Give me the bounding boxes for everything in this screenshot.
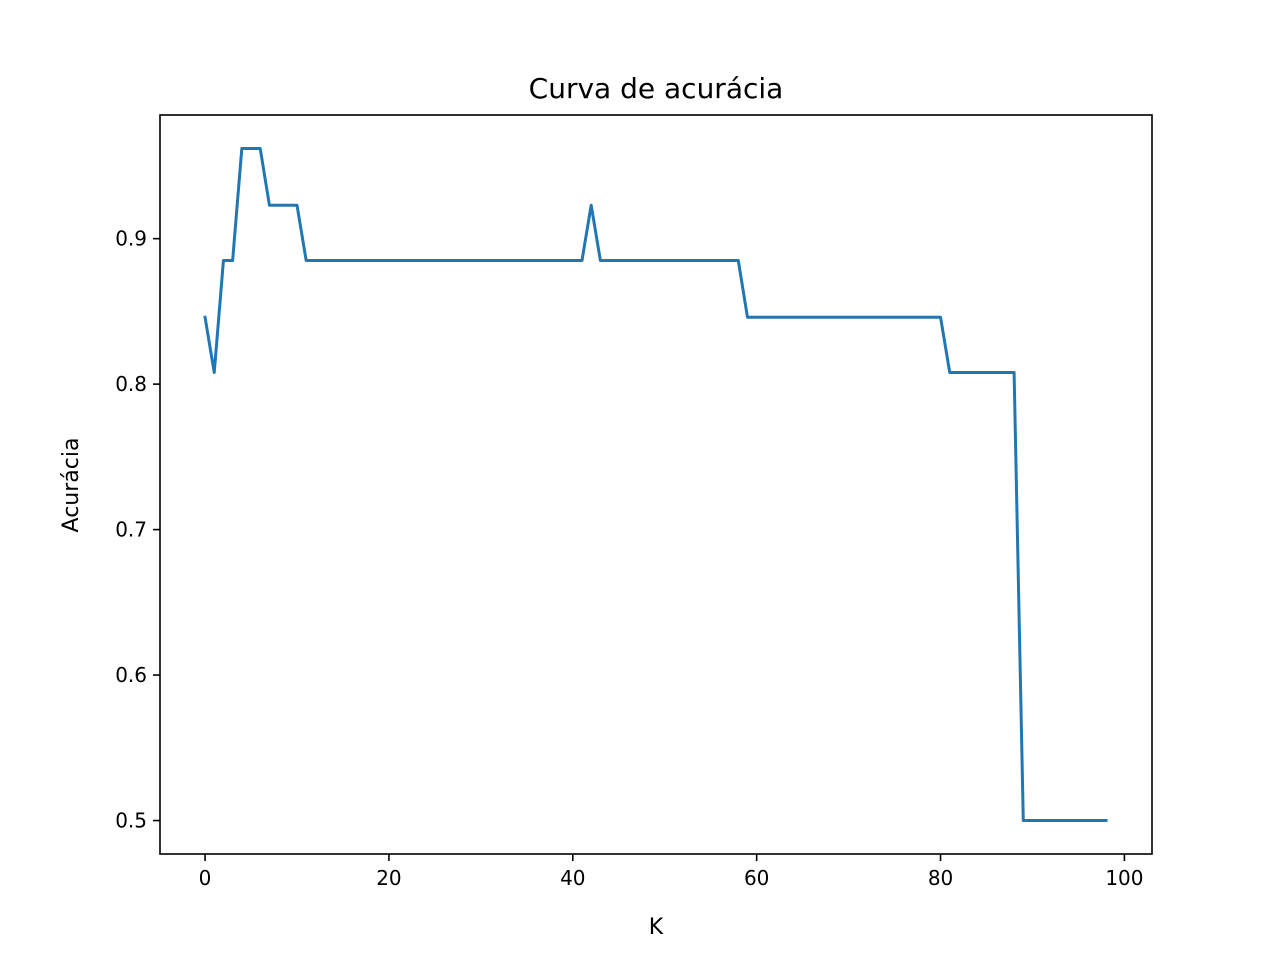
- y-tick-label: 0.6: [115, 663, 147, 687]
- plot-frame: [159, 114, 1153, 855]
- y-tick-label: 0.8: [115, 372, 147, 396]
- x-tick-label: 20: [376, 866, 401, 890]
- y-axis-ticks: 0.5 0.6 0.7 0.8 0.9: [115, 227, 160, 833]
- plot-area: [160, 115, 1152, 854]
- y-tick-label: 0.7: [115, 518, 147, 542]
- x-axis-label: K: [649, 915, 664, 940]
- x-tick-label: 0: [199, 866, 212, 890]
- x-tick-label: 60: [744, 866, 769, 890]
- y-axis-label: Acurácia: [59, 438, 84, 533]
- y-tick-label: 0.5: [115, 809, 147, 833]
- chart-title: Curva de acurácia: [529, 72, 784, 105]
- x-tick-label: 80: [928, 866, 953, 890]
- accuracy-line: [203, 146, 1108, 823]
- x-axis-ticks: 0 20 40 60 80 100: [199, 854, 1144, 890]
- x-tick-label: 40: [560, 866, 585, 890]
- y-tick-label: 0.9: [115, 227, 147, 251]
- x-tick-label: 100: [1105, 866, 1143, 890]
